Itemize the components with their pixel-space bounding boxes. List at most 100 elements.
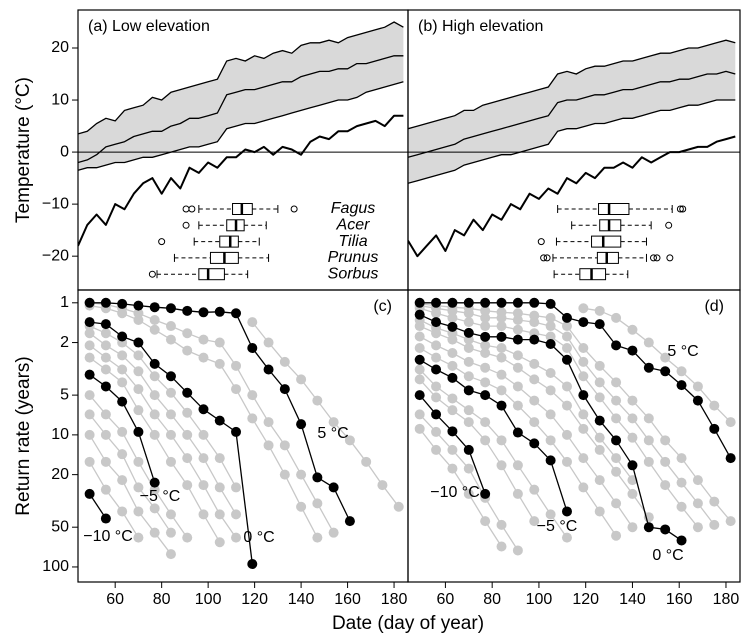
point [512,297,523,308]
point [545,409,556,420]
point [692,395,703,406]
point [627,488,638,499]
point [512,427,523,438]
point [660,435,671,446]
point [149,324,160,335]
point [496,369,507,380]
point [529,484,540,495]
y-axis-title: Return rate (years) [13,356,34,515]
point [529,374,540,385]
point [133,337,144,348]
point [149,390,160,401]
point [463,356,474,367]
x-tick-label: 60 [106,591,124,608]
point [561,331,572,342]
point [84,409,95,420]
point [643,413,654,424]
point [463,488,474,499]
outlier [182,221,190,229]
band-fill [408,40,736,184]
point [84,352,95,363]
x-tick-label: 120 [572,591,599,608]
panel-label: (c) [373,298,392,315]
point [296,419,307,430]
point [545,321,556,332]
panel-frame [407,289,741,583]
point [263,440,274,451]
point [296,374,307,385]
point [165,371,176,382]
point [414,423,425,434]
point [496,435,507,446]
series-line [89,344,237,539]
series-label: −10 °C [83,528,133,545]
point [578,409,589,420]
point [414,343,425,354]
series-line [419,359,568,512]
point [133,426,144,437]
point [100,352,111,363]
band-edge [78,21,404,135]
point [414,331,425,342]
x-tick-label: 80 [153,591,171,608]
point [133,366,144,377]
point [578,317,589,328]
point [627,432,638,443]
series-line [583,307,732,423]
point [643,456,654,467]
point [231,308,242,319]
point [100,484,111,495]
point [117,396,128,407]
point [660,456,671,467]
point [431,409,442,420]
point [414,374,425,385]
point [594,392,605,403]
x-tick-label: 80 [483,591,501,608]
point [594,475,605,486]
point [214,482,225,493]
outlier [665,221,673,229]
point [561,354,572,365]
point [545,338,556,349]
y-tick-label: 100 [42,558,69,575]
y-tick-label: 20 [51,466,69,483]
point [561,343,572,354]
point [312,395,323,406]
y-tick-label: −20 [42,247,69,264]
point [328,527,339,538]
point [578,453,589,464]
point [496,541,507,552]
point [627,413,638,424]
x-tick-label: 100 [526,591,553,608]
y-tick-label: 5 [60,386,69,403]
point [431,297,442,308]
point [279,440,290,451]
point [165,429,176,440]
point [463,385,474,396]
point [578,482,589,493]
point [231,482,242,493]
point [296,469,307,480]
point [561,506,572,517]
point [198,480,209,491]
series-line [408,135,736,258]
point [512,334,523,345]
point [296,501,307,512]
outlier [540,254,548,262]
point [594,319,605,330]
point [611,530,622,541]
point [431,317,442,328]
point [214,358,225,369]
point [100,381,111,392]
point [279,356,290,367]
point [133,506,144,517]
point [512,324,523,335]
point [100,513,111,524]
point [529,395,540,406]
point [377,480,388,491]
point [328,482,339,493]
point [198,404,209,415]
point [149,429,160,440]
point [578,303,589,314]
